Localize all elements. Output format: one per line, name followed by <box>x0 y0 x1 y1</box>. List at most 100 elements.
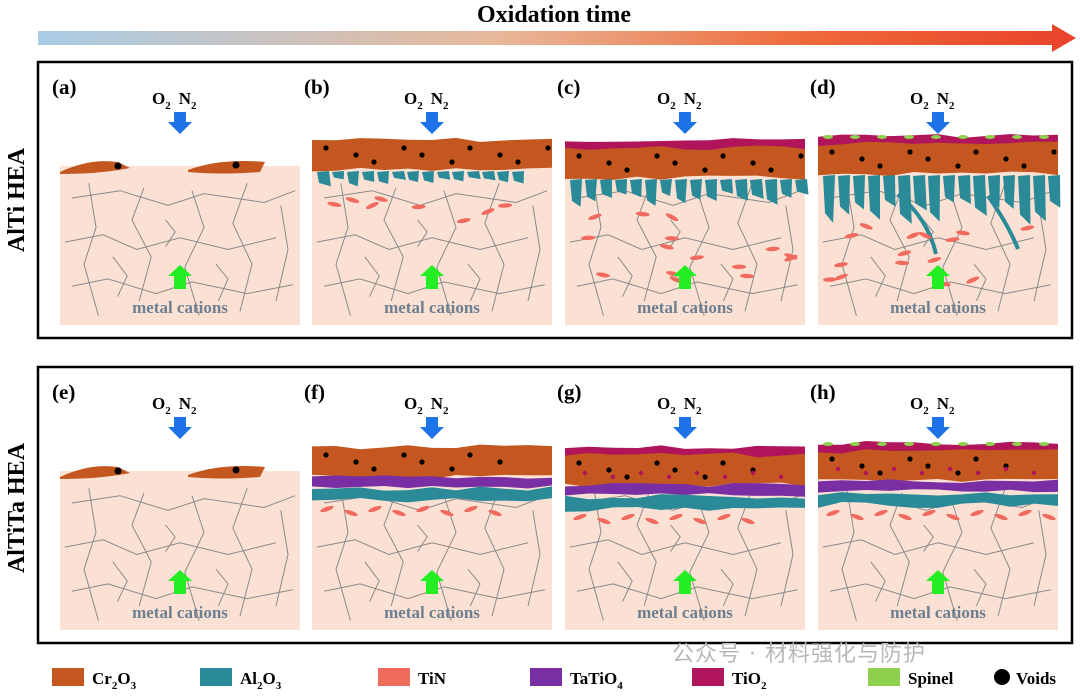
tin-needle <box>898 513 912 521</box>
tin-needle <box>740 273 755 279</box>
al2o3-column <box>973 175 987 216</box>
void-dot <box>702 474 708 480</box>
tio2-particle <box>666 474 672 480</box>
tin-needle <box>365 201 379 210</box>
tio2-particle <box>975 470 981 476</box>
tin-needle <box>946 513 960 521</box>
legend-swatch <box>200 668 232 686</box>
void-dot <box>702 167 708 173</box>
al2o3-column <box>750 179 764 199</box>
gas-arrow-icon <box>673 417 697 439</box>
tin-needle <box>498 203 513 208</box>
void-dot <box>624 167 630 173</box>
al2o3-column <box>765 179 778 205</box>
al2o3-column <box>823 175 835 223</box>
row-label-alti: AlTi HEA <box>4 147 30 252</box>
legend-item-tio2: TiO2 <box>692 668 767 692</box>
al2o3-intrusion <box>896 192 938 255</box>
spinel-particle <box>958 135 968 139</box>
tio2-particle <box>582 470 588 476</box>
panel-label: (g) <box>557 380 582 404</box>
void-dot <box>859 463 865 469</box>
tio2-particle <box>778 474 784 480</box>
al2o3-column <box>868 175 880 220</box>
spinel-particle <box>904 135 914 139</box>
gas-arrow-icon <box>420 417 444 439</box>
al2o3-column <box>347 171 359 187</box>
spinel-particle <box>1012 442 1022 446</box>
legend-swatch <box>994 669 1010 685</box>
void-dot <box>973 456 979 462</box>
void-dot <box>353 459 359 465</box>
tin-needle <box>922 509 936 517</box>
tin-needle <box>621 513 635 521</box>
legend-label: TiN <box>418 669 447 688</box>
legend-item-spinel: Spinel <box>868 668 954 688</box>
tin-needle <box>1020 225 1035 231</box>
al2o3-column <box>928 175 940 222</box>
gas-arrow-icon <box>673 112 697 134</box>
gas-label: O2 N2 <box>152 89 197 112</box>
void-dot <box>768 167 774 173</box>
tin-needle <box>440 509 454 517</box>
al2o3-column <box>853 175 865 210</box>
al2o3-column <box>600 179 612 198</box>
panel-a: (a) O2 N2 metal cations <box>52 75 300 325</box>
cr2o3-layer <box>818 141 1058 177</box>
row-frame-altita <box>36 365 1074 645</box>
panel-e: (e) O2 N2 metal cations <box>52 380 300 630</box>
tin-needle <box>392 509 406 517</box>
al2o3-column <box>615 179 627 195</box>
al2o3-column <box>883 175 896 207</box>
tin-needle <box>344 509 358 517</box>
al2o3-layer <box>565 494 805 512</box>
tatio4-layer <box>818 479 1058 493</box>
tatio4-layer <box>565 483 805 497</box>
tin-needle <box>411 204 426 210</box>
tio2-particle <box>919 470 925 476</box>
tin-needle <box>345 197 360 203</box>
al2o3-column <box>362 171 375 182</box>
tin-needle <box>464 505 478 513</box>
cr2o3-layer <box>565 145 805 180</box>
cation-arrow-icon <box>673 265 697 289</box>
tin-needle <box>918 232 932 239</box>
void-dot <box>353 152 359 158</box>
tin-needle <box>669 513 683 521</box>
gas-label: O2 N2 <box>404 89 449 112</box>
metal-cations-caption: metal cations <box>637 298 733 317</box>
al2o3-column <box>630 179 642 198</box>
legend-item-tatio4: TaTiO4 <box>530 668 623 692</box>
tin-needle <box>1018 509 1032 517</box>
spinel-particle <box>958 442 968 446</box>
oxidation-time-title: Oxidation time <box>477 2 631 28</box>
al2o3-column <box>585 179 597 202</box>
tin-needle <box>927 257 942 263</box>
void-dot <box>576 153 582 159</box>
cation-arrow-icon <box>168 570 192 594</box>
cation-arrow-icon <box>926 570 950 594</box>
al2o3-column <box>452 171 464 182</box>
legend-label: TaTiO4 <box>570 669 623 692</box>
panel-label: (b) <box>304 75 330 99</box>
metal-cations-caption: metal cations <box>890 298 986 317</box>
al2o3-intrusion <box>986 194 1020 250</box>
void-dot <box>497 152 503 158</box>
metal-cations-caption: metal cations <box>890 603 986 622</box>
void-dot <box>955 470 961 476</box>
al2o3-column <box>690 179 702 200</box>
spinel-particle <box>1012 135 1022 139</box>
substrate <box>312 166 552 325</box>
al2o3-column <box>570 179 582 207</box>
void-dot <box>877 470 883 476</box>
spinel-particle <box>850 442 860 446</box>
void-dot <box>624 474 630 480</box>
void-dot <box>672 160 678 166</box>
void-dot <box>654 460 660 466</box>
void-dot <box>907 456 913 462</box>
tin-needle <box>665 213 679 222</box>
tin-needle <box>327 201 342 207</box>
watermark-text: 公众号 · 材料强化与防护 <box>672 642 926 667</box>
void-dot <box>606 467 612 473</box>
